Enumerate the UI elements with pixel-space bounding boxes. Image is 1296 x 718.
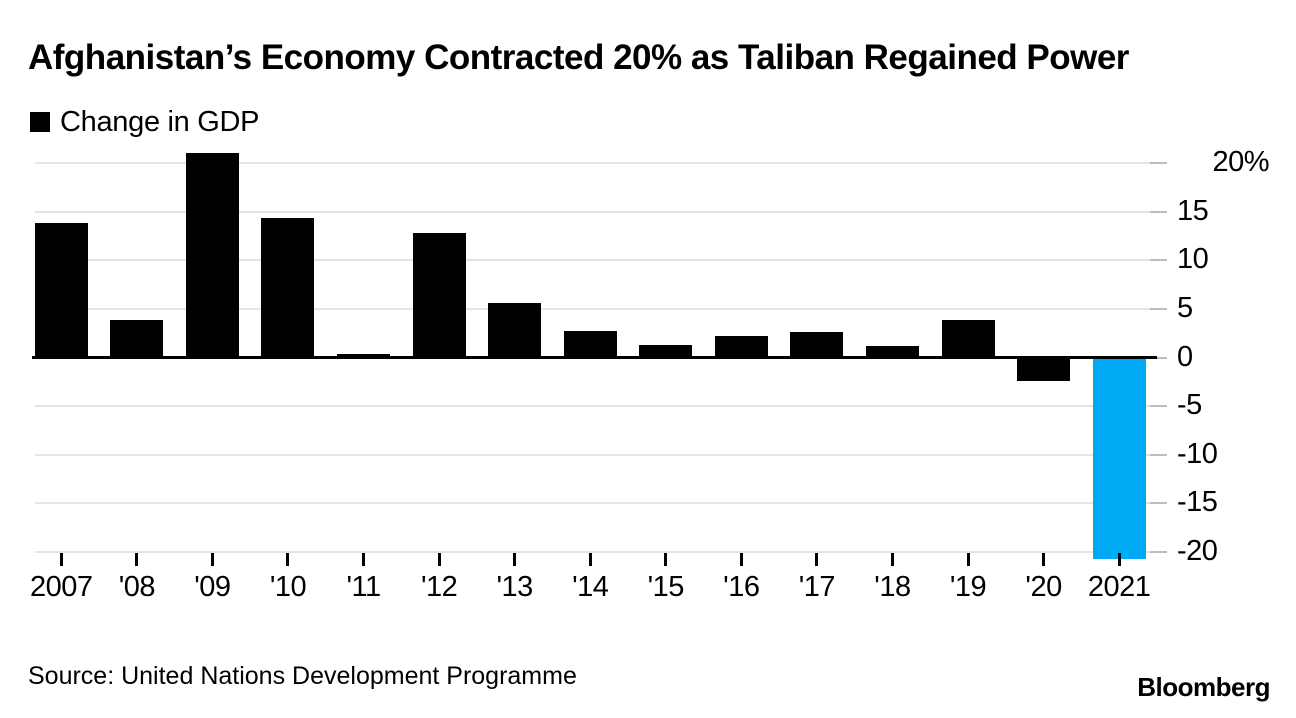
- bar-11: [337, 353, 391, 358]
- x-tick-08: [135, 553, 139, 566]
- y-axis-label--20: -20: [1177, 534, 1218, 567]
- bar-09: [185, 153, 239, 358]
- bar-16: [714, 336, 768, 358]
- x-axis-label-2007: 2007: [30, 571, 93, 603]
- x-axis-label-16: '16: [723, 571, 760, 603]
- bar-10: [261, 217, 315, 358]
- x-tick-20: [1042, 553, 1046, 566]
- y-axis-label-0: 0: [1177, 340, 1193, 373]
- x-axis-label-11: '11: [346, 571, 381, 603]
- y-axis-label--5: -5: [1177, 389, 1202, 422]
- gridline-20: [35, 162, 1150, 165]
- gridline-15: [35, 210, 1150, 213]
- x-axis-label-13: '13: [496, 571, 534, 603]
- x-axis-label-20: '20: [1025, 571, 1062, 603]
- bar-2021: [1092, 357, 1146, 559]
- gridline--5: [35, 405, 1150, 408]
- x-tick-2007: [59, 553, 63, 566]
- bar-14: [563, 331, 617, 358]
- bloomberg-logo: Bloomberg: [1137, 672, 1270, 702]
- bar-12: [412, 233, 466, 358]
- y-tick-0: [1157, 356, 1167, 359]
- bar-08: [110, 319, 164, 358]
- x-tick-10: [286, 553, 290, 566]
- gridline-5: [35, 307, 1150, 310]
- legend: Change in GDP: [30, 105, 260, 138]
- legend-label: Change in GDP: [60, 105, 260, 138]
- x-axis-label-17: '17: [798, 571, 836, 603]
- x-tick-11: [362, 553, 366, 566]
- x-axis-label-19: '19: [949, 571, 987, 603]
- bar-18: [865, 345, 919, 358]
- source-attribution: Source: United Nations Development Progr…: [28, 662, 577, 690]
- x-axis-label-2021: 2021: [1087, 571, 1151, 603]
- y-tick--15: [1150, 502, 1167, 505]
- x-tick-15: [664, 553, 668, 566]
- y-axis-label--15: -15: [1177, 486, 1218, 519]
- x-tick-19: [966, 553, 970, 566]
- x-axis-zero-line: [32, 356, 1157, 359]
- y-tick--5: [1150, 405, 1167, 408]
- y-tick-10: [1150, 259, 1167, 262]
- y-axis-label-10: 10: [1177, 243, 1209, 276]
- x-tick-12: [437, 553, 441, 566]
- x-axis-label-14: '14: [572, 571, 609, 603]
- x-axis-label-15: '15: [647, 571, 685, 603]
- x-axis-label-12: '12: [420, 571, 458, 603]
- y-axis-label--10: -10: [1177, 437, 1218, 470]
- bar-17: [790, 332, 844, 358]
- bar-19: [941, 319, 995, 358]
- bar-20: [1017, 357, 1071, 381]
- x-axis-label-18: '18: [874, 571, 911, 603]
- gridline-10: [35, 259, 1150, 262]
- x-axis-label-10: '10: [269, 571, 307, 603]
- x-tick-13: [513, 553, 517, 566]
- bar-15: [639, 344, 693, 358]
- x-axis-label-08: '08: [118, 571, 156, 603]
- y-axis-label-5: 5: [1177, 291, 1193, 324]
- y-axis-label-20%: 20%: [1212, 146, 1269, 179]
- y-axis-label-15: 15: [1177, 194, 1209, 227]
- x-tick-16: [739, 553, 743, 566]
- y-tick--10: [1150, 453, 1167, 456]
- x-tick-09: [210, 553, 214, 566]
- x-tick-2021: [1117, 553, 1121, 566]
- y-tick-5: [1150, 307, 1167, 310]
- x-tick-17: [815, 553, 819, 566]
- y-tick-15: [1150, 210, 1167, 213]
- x-tick-18: [890, 553, 894, 566]
- legend-swatch-icon: [30, 112, 50, 132]
- gridline--15: [35, 502, 1150, 505]
- y-tick-20: [1150, 162, 1167, 165]
- gridline--20: [35, 550, 1150, 553]
- gridline--10: [35, 453, 1150, 456]
- x-axis-label-09: '09: [194, 571, 231, 603]
- chart-title: Afghanistan’s Economy Contracted 20% as …: [28, 38, 1129, 77]
- bar-13: [488, 303, 542, 358]
- bar-2007: [34, 223, 88, 358]
- x-tick-14: [588, 553, 592, 566]
- y-tick--20: [1150, 550, 1167, 553]
